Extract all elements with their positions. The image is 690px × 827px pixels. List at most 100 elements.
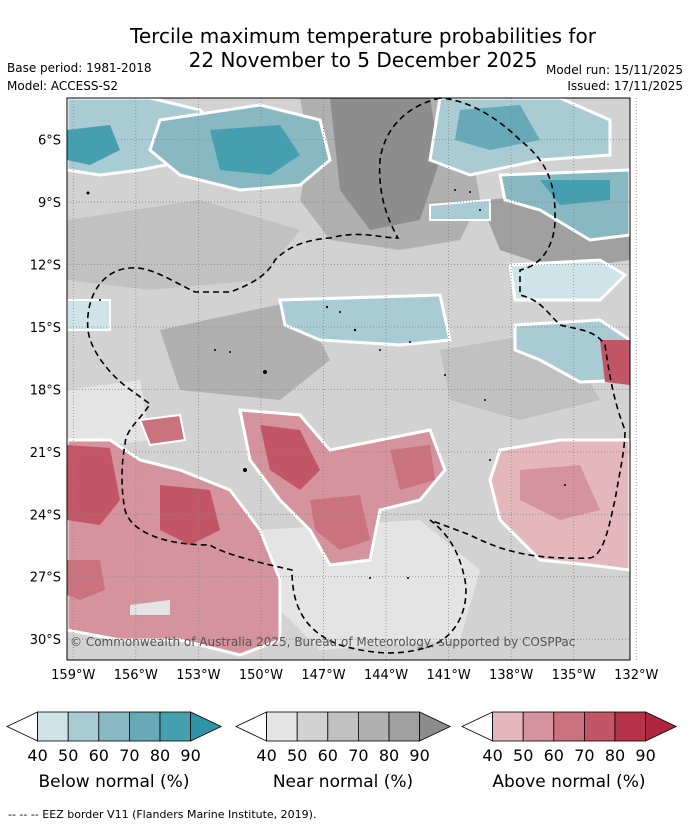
colorbar-extend-high: [419, 711, 452, 742]
near-normal-patch: [130, 600, 170, 615]
colorbar-tick-label: 90: [635, 746, 655, 765]
below-normal-region: [278, 293, 452, 347]
below-normal-region: [429, 198, 491, 221]
map-fill-layer: [67, 98, 630, 660]
above-normal-region: [390, 445, 435, 490]
colorbar-label-above: Above normal (%): [492, 772, 646, 792]
colorbar-extend-low: [235, 711, 268, 742]
colorbar-tick-label: 90: [180, 746, 200, 765]
colorbar-tick-label: 70: [348, 746, 368, 765]
lon-tick-label: 144°W: [364, 668, 408, 683]
eez-border: [86, 97, 626, 654]
colorbar-segment: [266, 711, 298, 742]
copyright-text: © Commonwealth of Australia 2025, Bureau…: [70, 635, 575, 649]
colorbar-segment: [67, 711, 100, 742]
above-normal-region: [138, 413, 187, 447]
above-normal-region: [67, 560, 105, 600]
colorbar: 40 50 60 70 80 90: [6, 711, 223, 765]
colorbar-segment: [128, 711, 161, 742]
islands: [86, 189, 566, 579]
colorbar-tick-label: 90: [409, 746, 429, 765]
colorbar-extend-high: [645, 711, 678, 742]
lon-tick-label: 141°W: [427, 668, 471, 683]
lat-tick-labels: 6°S 9°S 12°S 15°S 18°S 21°S 24°S 27°S 30°S: [30, 134, 61, 649]
colorbar-tick-label: 40: [27, 746, 47, 765]
map-title-line2: 22 November to 5 December 2025: [188, 48, 538, 72]
model-name: Model: ACCESS-S2: [7, 79, 119, 93]
colorbar-segment: [296, 711, 329, 742]
colorbars: 40 50 60 70 80 90 40 50 60 70 80 90 40 50 60 70 80 90: [6, 711, 678, 765]
colorbar-tick-label: 80: [605, 746, 625, 765]
colorbar: 40 50 60 70 80 90: [461, 711, 678, 765]
colorbar-tick-label: 70: [574, 746, 594, 765]
colorbar-tick-label: 50: [513, 746, 533, 765]
colorbar-tick-label: 80: [150, 746, 170, 765]
colorbar-tick-label: 70: [119, 746, 139, 765]
colorbar-tick-label: 40: [256, 746, 276, 765]
lon-tick-label: 132°W: [614, 668, 658, 683]
lat-tick-label: 12°S: [30, 259, 61, 274]
eez-border-line: [86, 97, 626, 654]
lat-tick-label: 21°S: [30, 446, 61, 461]
lat-tick-label: 24°S: [30, 508, 61, 523]
lon-tick-label: 135°W: [552, 668, 596, 683]
below-normal-region: [67, 125, 120, 165]
colorbar-extend-high: [190, 711, 223, 742]
colorbar-segment: [159, 711, 192, 742]
lon-tick-label: 138°W: [489, 668, 533, 683]
colorbar-label-below: Below normal (%): [38, 772, 190, 792]
colorbar-tick-label: 60: [89, 746, 109, 765]
colorbar-extend-low: [461, 711, 494, 742]
below-normal-region: [540, 180, 610, 205]
near-normal-patch: [330, 98, 440, 230]
colorbar-segment: [357, 711, 390, 742]
lat-tick-label: 6°S: [38, 134, 61, 149]
above-normal-region: [310, 495, 370, 550]
colorbar-segment: [388, 711, 421, 742]
below-normal-region: [508, 258, 628, 302]
above-normal-region: [600, 340, 630, 385]
lon-tick-label: 150°W: [239, 668, 283, 683]
above-normal-region: [520, 465, 600, 520]
colorbar-segment: [492, 711, 524, 742]
colorbar-tick-label: 50: [58, 746, 78, 765]
graticule: [67, 98, 637, 660]
near-normal-patch: [260, 520, 480, 650]
lon-tick-label: 159°W: [51, 668, 95, 683]
lat-tick-label: 9°S: [38, 196, 61, 211]
colorbar-tick-label: 40: [482, 746, 502, 765]
lat-tick-label: 27°S: [30, 571, 61, 586]
lon-tick-label: 147°W: [301, 668, 345, 683]
colorbar-segment: [553, 711, 585, 742]
above-normal-region: [260, 425, 320, 490]
below-normal-region: [210, 125, 300, 175]
above-normal-region: [160, 485, 220, 545]
colorbar-segment: [37, 711, 69, 742]
colorbar-tick-label: 50: [287, 746, 307, 765]
plot-frame: [66, 97, 631, 661]
base-period: Base period: 1981-2018: [7, 61, 152, 75]
colorbar-tick-label: 60: [318, 746, 338, 765]
near-normal-patch: [67, 200, 300, 290]
footer-eez-note: -- -- -- EEZ border V11 (Flanders Marine…: [8, 808, 317, 821]
above-normal-region: [67, 438, 282, 657]
colorbar-extend-low: [6, 711, 38, 742]
colorbar-segment: [98, 711, 130, 742]
issued-date: Issued: 17/11/2025: [567, 79, 683, 93]
colorbar-segment: [522, 711, 555, 742]
lon-tick-label: 153°W: [176, 668, 220, 683]
colorbar-tick-label: 60: [544, 746, 564, 765]
colorbar-label-near: Near normal (%): [272, 772, 414, 792]
colorbar: 40 50 60 70 80 90: [235, 711, 452, 765]
colorbar-tick-label: 80: [379, 746, 399, 765]
lon-tick-label: 156°W: [114, 668, 158, 683]
map-title-line1: Tercile maximum temperature probabilitie…: [130, 24, 596, 48]
colorbar-segment: [614, 711, 647, 742]
colorbar-segment: [327, 711, 359, 742]
lat-tick-label: 30°S: [30, 633, 61, 648]
model-run: Model run: 15/11/2025: [545, 63, 683, 77]
lat-tick-label: 15°S: [30, 321, 61, 336]
lat-tick-label: 18°S: [30, 383, 61, 398]
lon-tick-labels: 159°W 156°W 153°W 150°W 147°W 144°W 141°W 138°W…: [51, 668, 658, 683]
